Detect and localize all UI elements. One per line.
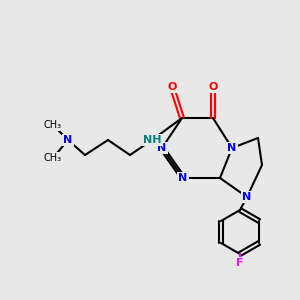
Text: N: N — [242, 192, 252, 202]
Text: N: N — [242, 192, 252, 202]
Text: O: O — [208, 82, 218, 92]
Text: N: N — [63, 135, 73, 145]
Text: N: N — [227, 143, 237, 153]
Text: N: N — [158, 143, 166, 153]
Text: CH₃: CH₃ — [44, 120, 62, 130]
Text: NH: NH — [143, 135, 161, 145]
Text: CH₃: CH₃ — [44, 153, 62, 163]
Text: N: N — [158, 143, 166, 153]
Text: O: O — [167, 82, 177, 92]
Text: N: N — [227, 143, 237, 153]
Text: CH₃: CH₃ — [44, 120, 62, 130]
Text: N: N — [178, 173, 188, 183]
Text: F: F — [236, 258, 244, 268]
Text: F: F — [236, 258, 244, 268]
Text: NH: NH — [143, 135, 161, 145]
Text: N: N — [178, 173, 188, 183]
Text: O: O — [167, 82, 177, 92]
Text: O: O — [208, 82, 218, 92]
Text: CH₃: CH₃ — [44, 153, 62, 163]
Text: N: N — [63, 135, 73, 145]
